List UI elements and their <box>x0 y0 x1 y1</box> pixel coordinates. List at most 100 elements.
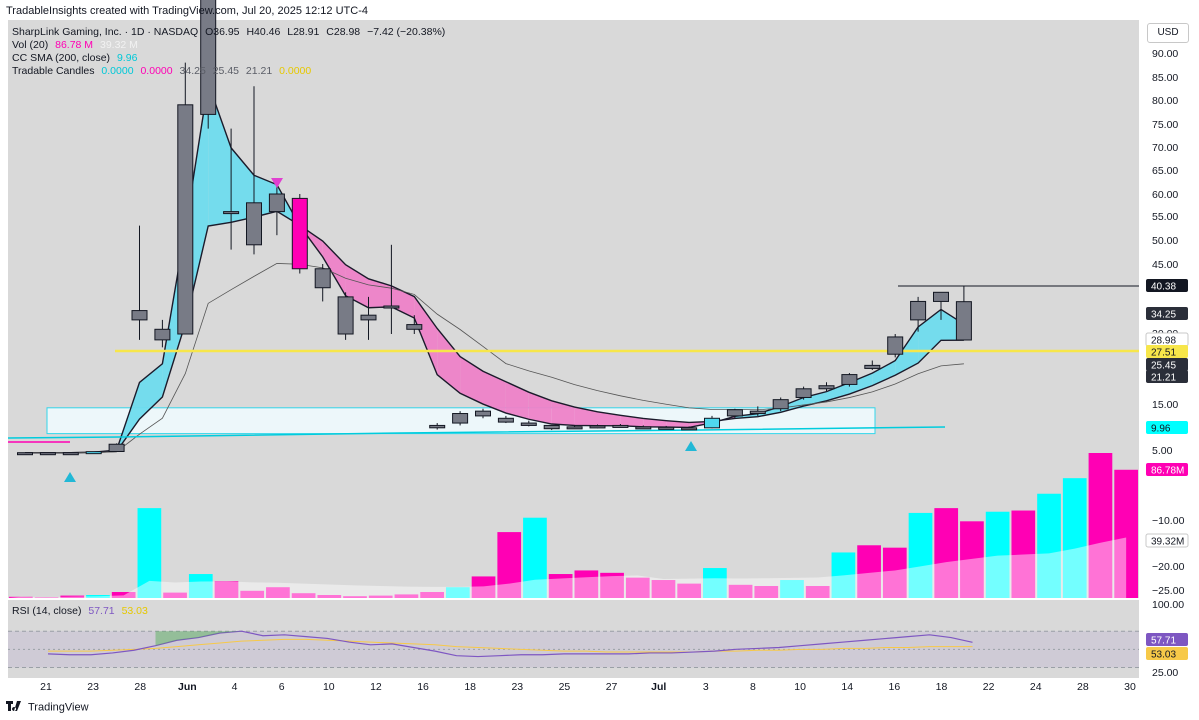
price-label-tag <box>1146 421 1188 434</box>
x-axis-label: 10 <box>794 681 806 693</box>
price-tick-label: 45.00 <box>1152 259 1178 271</box>
cloud-band-segment <box>483 371 506 414</box>
price-tick-label: 55.00 <box>1152 211 1178 223</box>
cloud-band-segment <box>597 411 621 426</box>
volume-bar <box>831 552 856 598</box>
volume-bar <box>548 574 573 598</box>
tc-value-1: 0.0000 <box>101 65 134 77</box>
price-tick-label: 90.00 <box>1152 48 1178 60</box>
x-axis-label: 30 <box>1124 681 1136 693</box>
volume-ma-area <box>8 537 1127 598</box>
price-label-text: 53.03 <box>1151 650 1176 661</box>
cloud-band-segment <box>849 373 873 395</box>
rsi-label: RSI (14, close) <box>12 605 82 617</box>
volume-bar <box>703 568 727 598</box>
price-label-text: 34.25 <box>1151 310 1176 321</box>
cloud-band-segment <box>872 360 896 386</box>
volume-bar <box>394 594 419 598</box>
volume-bar <box>497 532 522 598</box>
price-tick-label: 85.00 <box>1152 72 1178 84</box>
volume-bar <box>1114 469 1138 598</box>
volume-bar <box>857 545 881 598</box>
volume-bar <box>471 576 496 598</box>
volume-bar <box>651 580 676 598</box>
price-label-tag <box>1146 647 1188 660</box>
cloud-band-segment <box>322 241 346 296</box>
price-tick-label: 80.00 <box>1152 95 1178 107</box>
volume-bar <box>9 596 33 598</box>
volume-bar <box>34 597 59 598</box>
volume-bar <box>111 592 136 598</box>
candle-body <box>85 451 102 455</box>
price-label-tag <box>1146 279 1188 292</box>
candle-body <box>223 211 240 215</box>
price-tick-label: 70.00 <box>1152 142 1178 154</box>
rsi-line <box>47 630 973 658</box>
footer-brand: TradingView <box>6 701 89 714</box>
candle-body <box>177 104 194 335</box>
price-label-text: 9.96 <box>1151 424 1171 435</box>
candle-body <box>520 422 537 426</box>
cloud-band-segment <box>551 400 575 426</box>
price-label-tag <box>1146 463 1188 476</box>
candle-body <box>658 426 675 430</box>
candle-body <box>681 427 698 431</box>
tc-value-3: 34.25 <box>179 65 206 77</box>
candle-body <box>200 0 217 115</box>
candle-body <box>864 364 881 369</box>
candle-body <box>337 296 354 335</box>
candle-body <box>818 385 835 390</box>
volume-bar <box>420 592 444 598</box>
volume-bar <box>291 593 316 598</box>
x-axis-label: Jun <box>178 681 197 693</box>
price-label-tag <box>1145 533 1189 548</box>
rsi-pane <box>8 600 1139 678</box>
price-label-tag <box>1146 345 1188 358</box>
ohlc-open: O36.95 <box>205 26 240 38</box>
candle-body <box>772 399 789 410</box>
tc-value-4: 25.45 <box>212 65 239 77</box>
volume-bar <box>574 570 599 598</box>
volume-bar <box>523 517 547 598</box>
candle-body <box>268 193 285 213</box>
x-axis-label: 23 <box>87 681 99 693</box>
cloud-band-segment <box>460 356 483 405</box>
candle-body <box>17 452 33 456</box>
volume-bar <box>163 592 187 598</box>
price-label-text: 40.38 <box>1151 282 1176 293</box>
rsi-tick-label: 25.00 <box>1152 667 1178 679</box>
candle-body <box>62 452 79 456</box>
cloud-band-segment <box>208 83 232 227</box>
x-axis-label: 16 <box>417 681 429 693</box>
x-axis-label: 8 <box>750 681 756 693</box>
candle-body <box>131 310 148 321</box>
volume-bar <box>86 595 110 598</box>
legend-row-volume: Vol (20) 86.78 M 39.32 M <box>12 39 142 51</box>
volume-bar <box>240 590 265 598</box>
x-axis-label: 3 <box>703 681 709 693</box>
price-label-text: 57.71 <box>1151 636 1176 647</box>
cloud-band-segment <box>528 392 552 425</box>
candle-body <box>383 305 400 309</box>
x-axis-label: 28 <box>134 681 146 693</box>
price-label-text: 27.51 <box>1151 348 1176 359</box>
x-axis-label: 14 <box>841 681 853 693</box>
volume-bar <box>1088 453 1113 598</box>
tc-value-2: 0.0000 <box>140 65 173 77</box>
price-tick-label: 60.00 <box>1152 189 1178 201</box>
currency-button[interactable]: USD <box>1147 23 1189 43</box>
candle-body <box>108 443 125 452</box>
candle-body <box>795 388 812 398</box>
symbol-title: SharpLink Gaming, Inc. · 1D · NASDAQ <box>12 26 199 38</box>
cloud-band-segment <box>803 391 827 407</box>
candle-body <box>910 300 927 321</box>
price-pane <box>8 20 1139 598</box>
vol-ma: 39.32 M <box>99 39 138 51</box>
cloud-band-segment <box>414 296 438 375</box>
candle-body <box>429 424 446 429</box>
cloud-band-segment <box>505 381 529 420</box>
cloud-band-segment <box>391 285 415 318</box>
candle-body <box>955 301 972 341</box>
candle-body <box>841 374 858 385</box>
